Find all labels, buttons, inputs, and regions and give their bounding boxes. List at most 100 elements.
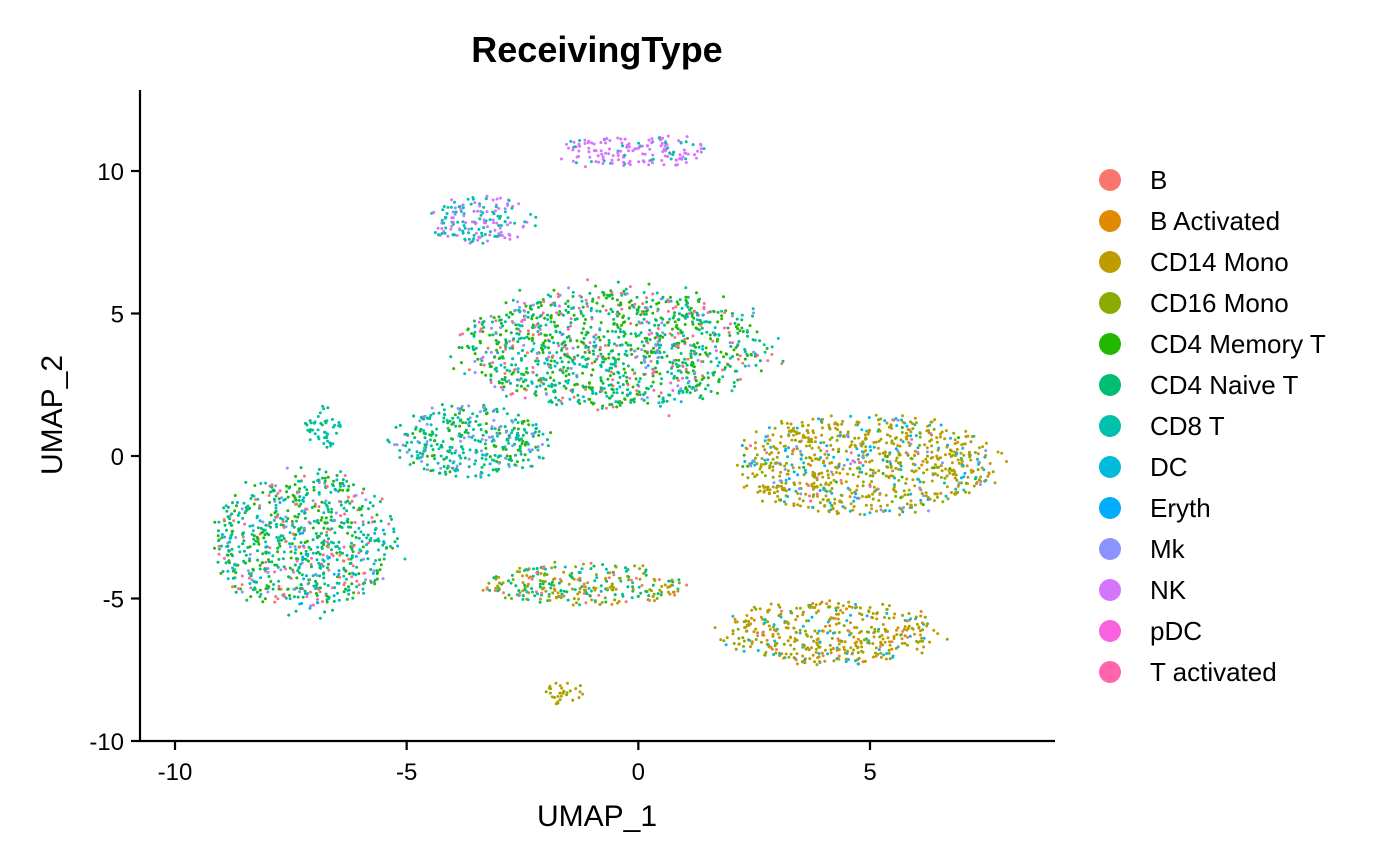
scatter-point <box>760 640 763 644</box>
scatter-point <box>594 160 598 164</box>
scatter-point <box>560 402 564 405</box>
scatter-point <box>507 434 511 438</box>
scatter-point <box>473 462 477 466</box>
scatter-point <box>654 366 657 370</box>
scatter-point <box>393 540 397 544</box>
scatter-point <box>812 481 816 485</box>
scatter-point <box>784 489 788 493</box>
scatter-point <box>891 418 895 422</box>
scatter-point <box>342 484 346 488</box>
scatter-point <box>774 500 778 504</box>
scatter-point <box>395 537 399 541</box>
scatter-point <box>523 569 527 572</box>
scatter-point <box>346 531 350 535</box>
scatter-point <box>335 551 339 555</box>
scatter-point <box>836 637 840 641</box>
scatter-point <box>979 483 982 486</box>
scatter-point <box>335 431 338 435</box>
scatter-point <box>507 441 511 445</box>
scatter-point <box>973 451 977 454</box>
scatter-point <box>898 444 902 448</box>
scatter-point <box>700 378 704 381</box>
scatter-point <box>378 568 382 572</box>
scatter-point <box>480 449 483 453</box>
scatter-point <box>491 468 495 472</box>
scatter-point <box>338 488 342 492</box>
scatter-point <box>474 346 478 350</box>
scatter-point <box>279 516 283 520</box>
scatter-point <box>837 602 840 605</box>
scatter-point <box>481 330 485 334</box>
y-tick-label: 0 <box>111 444 124 471</box>
scatter-point <box>471 347 475 351</box>
scatter-point <box>879 651 883 655</box>
scatter-point <box>828 438 832 441</box>
scatter-point <box>315 573 319 577</box>
scatter-point <box>346 495 350 499</box>
scatter-point <box>308 438 312 442</box>
scatter-point <box>581 692 585 696</box>
scatter-point <box>373 494 376 498</box>
scatter-point <box>656 309 660 313</box>
scatter-point <box>299 552 303 555</box>
scatter-point <box>725 636 729 640</box>
scatter-point <box>298 590 302 594</box>
scatter-point <box>222 506 226 510</box>
scatter-point <box>213 520 217 524</box>
scatter-point <box>242 531 245 535</box>
scatter-point <box>392 527 396 531</box>
scatter-point <box>604 296 608 300</box>
scatter-point <box>926 424 930 428</box>
scatter-point <box>240 590 244 594</box>
scatter-point <box>278 501 282 504</box>
scatter-point <box>357 526 361 530</box>
scatter-point <box>432 453 436 457</box>
scatter-point <box>698 396 702 400</box>
scatter-point <box>645 306 649 310</box>
scatter-point <box>556 591 560 595</box>
scatter-point <box>377 548 380 552</box>
scatter-point <box>247 572 251 576</box>
scatter-point <box>700 326 704 330</box>
scatter-point <box>861 618 865 621</box>
scatter-point <box>550 566 554 570</box>
scatter-point <box>825 490 829 493</box>
scatter-point <box>601 162 605 165</box>
scatter-point <box>825 602 829 606</box>
scatter-point <box>480 370 484 374</box>
scatter-point <box>835 466 839 470</box>
scatter-point <box>285 466 289 470</box>
scatter-point <box>826 631 830 635</box>
scatter-point <box>350 499 354 503</box>
scatter-point <box>786 472 790 476</box>
scatter-point <box>508 339 511 343</box>
scatter-point <box>216 560 220 564</box>
scatter-point <box>253 484 257 487</box>
scatter-point <box>749 645 752 649</box>
scatter-point <box>617 357 621 361</box>
scatter-point <box>499 363 503 367</box>
scatter-point <box>879 640 883 644</box>
scatter-point <box>878 645 882 648</box>
scatter-point <box>673 320 677 324</box>
scatter-point <box>375 513 379 517</box>
scatter-point <box>920 621 924 625</box>
scatter-point <box>674 305 678 309</box>
scatter-point <box>913 449 917 453</box>
scatter-point <box>812 486 816 490</box>
scatter-point <box>758 607 762 611</box>
scatter-point <box>645 337 649 340</box>
scatter-point <box>439 445 443 449</box>
scatter-point <box>706 383 710 387</box>
scatter-point <box>865 630 869 634</box>
scatter-point <box>553 383 557 387</box>
scatter-point <box>449 205 453 209</box>
scatter-point <box>906 626 910 630</box>
scatter-point <box>497 232 501 236</box>
scatter-point <box>548 351 552 355</box>
scatter-point <box>333 423 337 427</box>
scatter-point <box>916 477 920 481</box>
scatter-point <box>301 558 305 562</box>
scatter-point <box>581 364 585 368</box>
scatter-point <box>601 404 605 408</box>
